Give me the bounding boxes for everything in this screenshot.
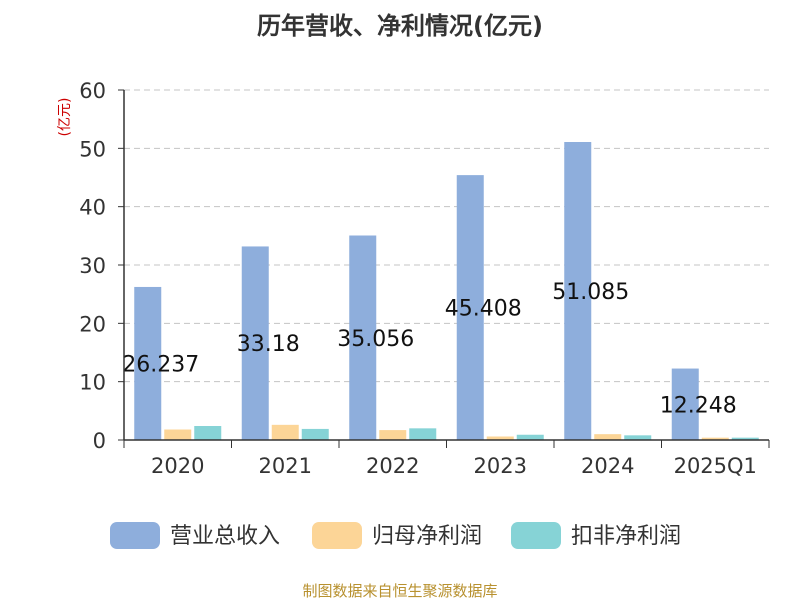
x-tick-label: 2021 [259,454,312,478]
y-tick-label: 60 [79,79,106,103]
x-tick-label: 2023 [474,454,527,478]
bar [701,437,729,440]
bar [486,436,514,440]
bars [134,142,759,441]
data-label: 45.408 [445,297,522,322]
x-tick-label: 2025Q1 [674,454,757,478]
data-label: 12.248 [660,393,737,418]
data-label: 33.18 [237,332,300,357]
y-tick-label: 30 [79,254,106,278]
y-tick-label: 10 [79,371,106,395]
legend-item[interactable]: 营业总收入 [110,522,280,549]
data-label: 51.085 [552,280,629,305]
y-tick-label: 40 [79,196,106,220]
x-tick-label: 2020 [151,454,204,478]
bar [379,430,407,440]
bar [301,428,329,440]
source-footer: 制图数据来自恒生聚源数据库 [302,582,497,600]
legend-item[interactable]: 扣非净利润 [511,522,681,549]
bar [516,434,544,440]
bar [271,424,299,440]
data-labels: 26.237 33.18 35.056 45.408 51.085 12.248 [122,280,736,418]
bar [194,426,222,440]
bar [671,368,699,440]
legend-label: 归母净利润 [372,524,482,549]
legend-label: 扣非净利润 [571,524,681,549]
x-tick-label: 2022 [366,454,419,478]
bar [624,435,652,440]
bar [349,235,377,440]
bar [241,246,269,440]
legend-swatch [312,522,362,549]
y-tick-label: 0 [93,429,106,453]
bar [731,437,759,440]
axes: 0 10 20 30 40 50 60 2020 2021 2022 2023 2024 2025Q1 [79,79,770,478]
y-tick-label: 50 [79,137,106,161]
legend-item[interactable]: 归母净利润 [312,522,482,549]
y-axis-label: (亿元) [57,98,73,137]
bar [164,429,192,440]
bar [134,286,162,440]
bar [594,434,622,440]
bar [456,175,484,440]
data-label: 35.056 [337,327,414,352]
legend: 营业总收入 归母净利润 扣非净利润 [110,522,681,549]
legend-label: 营业总收入 [170,524,280,549]
x-tick-label: 2024 [581,454,634,478]
y-tick-label: 20 [79,312,106,336]
legend-swatch [511,522,561,549]
bar [564,142,592,441]
chart-title: 历年营收、净利情况(亿元) [257,12,543,40]
bar [409,428,437,440]
data-label: 26.237 [122,352,199,377]
grid [124,89,769,383]
legend-swatch [110,522,160,549]
